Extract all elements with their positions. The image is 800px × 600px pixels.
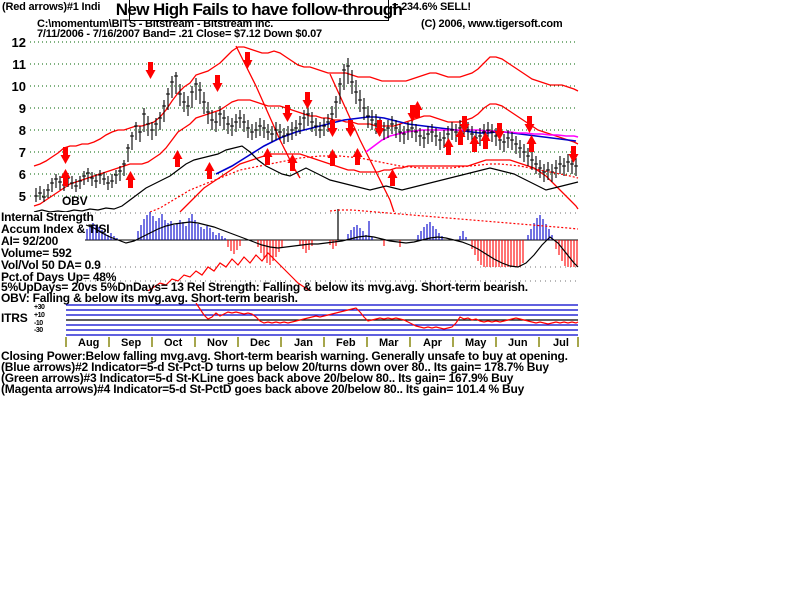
x-axis-ticks — [65, 337, 579, 347]
sell-arrow-group — [60, 52, 579, 164]
x-axis: Aug Sep Oct Nov Dec Jan Feb Mar Apr May … — [0, 336, 800, 352]
blue-arrows-line: (Blue arrows)#2 Indicator=5-d St-Pct-D t… — [1, 360, 549, 374]
chart-title: New High Fails to have follow-through — [115, 0, 403, 19]
header-left-note: (Red arrows)#1 Indi — [2, 1, 101, 13]
file-path-line: C:\momentum\BITS - Bitstream - Bitstream… — [37, 18, 274, 30]
accum-index-panel: Internal Strength Accum Index & TISI AI=… — [0, 209, 800, 291]
month-label-jul: Jul — [553, 337, 569, 349]
itrs-panel: ITRS +30 +10 -10 -30 — [0, 303, 800, 336]
month-label-jun: Jun — [508, 337, 528, 349]
y-label-9: 9 — [18, 101, 26, 116]
price-chart-svg — [30, 41, 579, 212]
y-label-7: 7 — [18, 145, 26, 160]
price-chart-panel: 12 11 10 9 8 7 6 5 — [0, 36, 800, 212]
month-label-mar: Mar — [379, 337, 399, 349]
month-label-may: May — [465, 337, 487, 349]
sell-signal-badge: = 234.6% SELL! — [392, 1, 471, 13]
obv-label: OBV — [62, 194, 88, 208]
volume-label: Volume= 592 — [1, 246, 72, 260]
params-line: 7/11/2006 - 7/16/2007 Band= .21 Close= $… — [37, 28, 322, 40]
y-label-12: 12 — [11, 35, 26, 50]
y-label-11: 11 — [12, 57, 26, 72]
itrs-scale-plus30: +30 — [34, 304, 45, 311]
month-label-nov: Nov — [207, 337, 228, 349]
internal-strength-label: Internal Strength — [1, 210, 94, 224]
itrs-scale-minus10: -10 — [34, 320, 43, 327]
y-label-10: 10 — [11, 79, 26, 94]
month-label-aug: Aug — [78, 337, 100, 349]
obv-status-line: OBV: Falling & below its mvg.avg. Short-… — [1, 291, 298, 305]
accum-index-label: Accum Index & TISI — [1, 222, 110, 236]
month-label-sep: Sep — [121, 337, 142, 349]
closing-power-line: Closing Power:Below falling mvg.avg. Sho… — [1, 349, 568, 363]
buy-arrow-group — [60, 101, 537, 188]
vol-ratio-label: Vol/Vol 50 DA= 0.9 — [1, 258, 101, 272]
month-label-feb: Feb — [336, 337, 356, 349]
y-label-6: 6 — [18, 167, 26, 182]
month-label-oct: Oct — [164, 337, 183, 349]
y-label-8: 8 — [18, 123, 26, 138]
pct-days-up-label: Pct.of Days Up= 48% — [1, 270, 117, 284]
itrs-scale-minus30: -30 — [34, 327, 43, 334]
accum-index-svg — [85, 209, 579, 291]
month-label-jan: Jan — [294, 337, 313, 349]
ai-value-label: AI= 92/200 — [1, 234, 59, 248]
rel-strength-line: 5%UpDays= 20vs 5%DnDays= 13 Rel Strength… — [1, 280, 528, 294]
magenta-arrows-line: (Magenta arrows)#4 Indicator=5-d St-PctD… — [1, 382, 525, 396]
itrs-svg — [66, 303, 579, 336]
green-arrows-line: (Green arrows)#3 Indicator=5-d St-KLine … — [1, 371, 514, 385]
month-label-dec: Dec — [250, 337, 271, 349]
chart-title-banner: New High Fails to have follow-through — [116, 0, 403, 21]
y-label-7b: 5 — [18, 189, 26, 204]
copyright-line: (C) 2006, www.tigersoft.com — [421, 18, 563, 30]
month-label-apr: Apr — [423, 337, 442, 349]
itrs-label: ITRS — [1, 311, 28, 325]
itrs-scale-plus10: +10 — [34, 312, 45, 319]
